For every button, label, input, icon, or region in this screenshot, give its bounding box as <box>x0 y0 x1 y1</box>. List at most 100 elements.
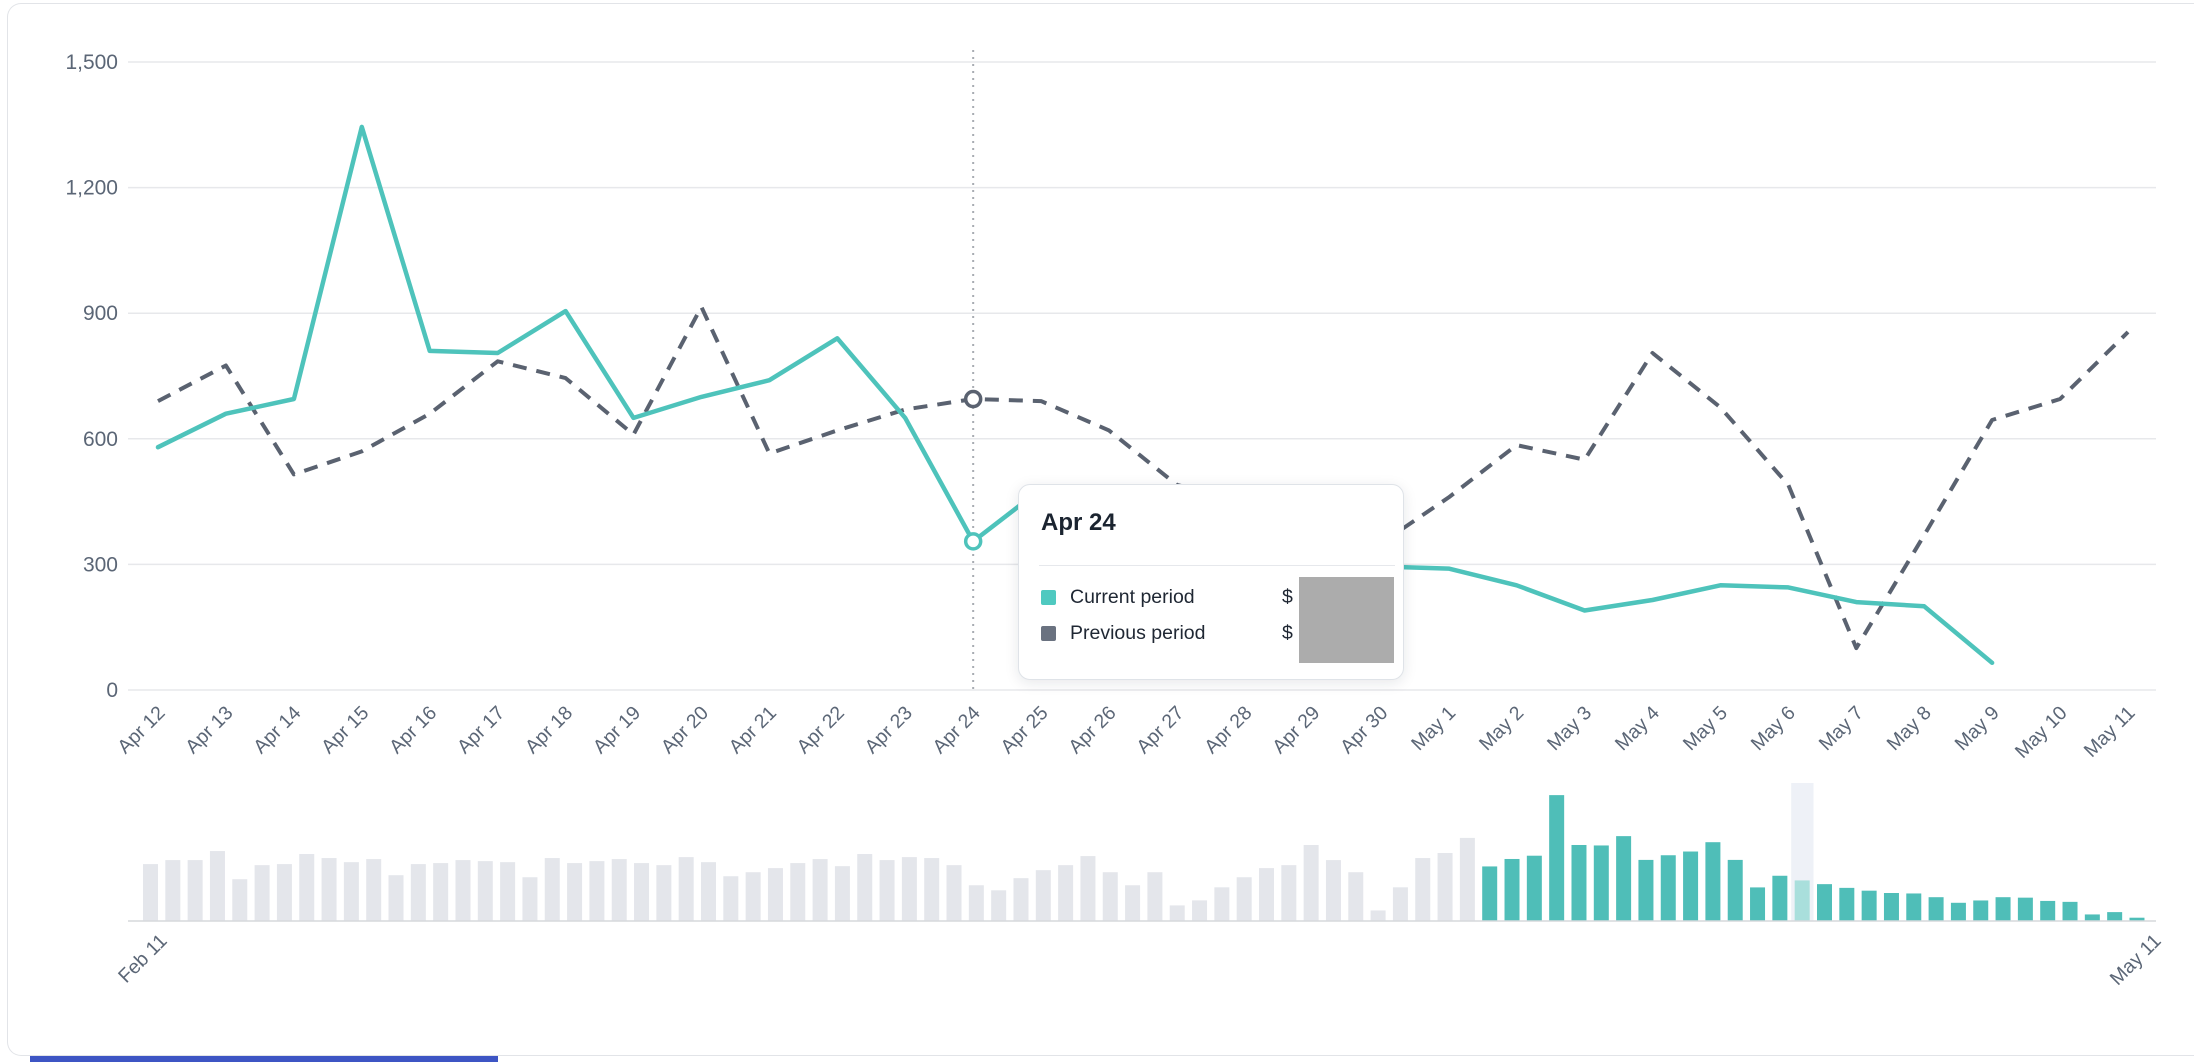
mini-bar[interactable] <box>143 864 158 921</box>
mini-bar-selected[interactable] <box>1593 845 1609 921</box>
mini-bar-selected[interactable] <box>2062 901 2078 921</box>
mini-bar[interactable] <box>1303 844 1319 921</box>
x-axis-label: Apr 26 <box>1064 702 1120 758</box>
mini-bar[interactable] <box>1058 865 1074 921</box>
mini-bar-selected[interactable] <box>1750 887 1766 921</box>
mini-bar[interactable] <box>634 863 650 921</box>
mini-bar[interactable] <box>1459 837 1475 921</box>
mini-bar[interactable] <box>834 866 850 921</box>
mini-bar[interactable] <box>857 854 873 921</box>
mini-bar-selected[interactable] <box>1504 858 1520 921</box>
mini-bar[interactable] <box>1080 856 1096 921</box>
mini-bar-selected[interactable] <box>1817 884 1832 921</box>
mini-bar-selected[interactable] <box>1906 893 1922 921</box>
mini-bar[interactable] <box>1147 872 1163 921</box>
mini-bar[interactable] <box>924 858 940 921</box>
mini-bar[interactable] <box>1013 878 1029 921</box>
mini-bar[interactable] <box>1169 905 1185 921</box>
mini-bar[interactable] <box>767 868 783 921</box>
x-axis-label: May 5 <box>1679 702 1732 755</box>
mini-bar-selected[interactable] <box>2017 897 2033 921</box>
mini-bar[interactable] <box>165 860 181 921</box>
mini-bar[interactable] <box>209 851 225 921</box>
mini-bar[interactable] <box>1392 887 1408 921</box>
mini-bar-selected[interactable] <box>1705 842 1721 921</box>
mini-bar[interactable] <box>678 857 694 921</box>
mini-bar-selected[interactable] <box>1950 902 1966 921</box>
mini-bar[interactable] <box>1035 870 1051 921</box>
mini-bar[interactable] <box>366 859 382 921</box>
x-axis-label: May 11 <box>2080 702 2140 762</box>
mini-bar-selected[interactable] <box>2084 914 2100 921</box>
x-axis-label: Apr 13 <box>181 702 237 758</box>
mini-bar[interactable] <box>790 863 806 921</box>
mini-bar[interactable] <box>1415 858 1431 921</box>
current-period-swatch <box>1041 589 1056 605</box>
tooltip-previous-label: Previous period <box>1070 621 1206 644</box>
mini-bar-selected[interactable] <box>1616 836 1632 921</box>
mini-bar[interactable] <box>343 862 359 921</box>
mini-bar[interactable] <box>567 863 583 921</box>
mini-bar-selected[interactable] <box>1973 900 1989 921</box>
mini-bar[interactable] <box>1437 853 1453 921</box>
mini-bar[interactable] <box>1281 865 1297 921</box>
mini-bar[interactable] <box>723 876 739 921</box>
mini-bar-selected[interactable] <box>1526 855 1542 921</box>
mini-bar-selected[interactable] <box>1571 844 1587 921</box>
mini-bar[interactable] <box>968 885 984 921</box>
mini-bar[interactable] <box>522 877 538 921</box>
mini-bar-selected[interactable] <box>1861 890 1877 921</box>
mini-bar[interactable] <box>1348 872 1364 921</box>
x-axis-label: May 7 <box>1815 702 1868 755</box>
mini-bar[interactable] <box>1325 860 1341 921</box>
mini-bar-selected[interactable] <box>1883 893 1899 921</box>
mini-bar-selected[interactable] <box>1772 875 1788 921</box>
mini-bar[interactable] <box>388 875 404 921</box>
mini-bar[interactable] <box>611 859 627 921</box>
mini-bar[interactable] <box>321 858 337 921</box>
mini-bar[interactable] <box>1125 885 1141 921</box>
mini-bar[interactable] <box>701 862 716 921</box>
mini-bar-selected[interactable] <box>1727 859 1743 921</box>
mini-bar[interactable] <box>187 860 203 921</box>
mini-bar[interactable] <box>477 861 493 921</box>
mini-bar-selected[interactable] <box>2129 917 2145 921</box>
mini-bar[interactable] <box>812 859 828 921</box>
mini-bar-selected[interactable] <box>1995 897 2011 921</box>
mini-bar[interactable] <box>232 879 248 921</box>
mini-bar[interactable] <box>455 860 471 921</box>
mini-bar-selected[interactable] <box>2107 912 2123 921</box>
mini-bar-selected[interactable] <box>1794 880 1810 921</box>
mini-bar[interactable] <box>1236 877 1252 921</box>
mini-bar-selected[interactable] <box>1683 851 1699 921</box>
mini-bar[interactable] <box>254 865 270 921</box>
mini-bar[interactable] <box>276 864 292 921</box>
mini-bar-selected[interactable] <box>2040 900 2056 921</box>
tooltip-row-current: Current period $ <box>1041 579 1393 615</box>
mini-bar[interactable] <box>946 865 962 921</box>
mini-bar[interactable] <box>879 860 895 921</box>
mini-bar-selected[interactable] <box>1928 897 1944 921</box>
mini-bar[interactable] <box>991 890 1007 921</box>
mini-bar-selected[interactable] <box>1660 855 1676 921</box>
mini-bar[interactable] <box>1192 900 1208 921</box>
mini-bar[interactable] <box>410 864 426 921</box>
mini-bar[interactable] <box>433 863 449 921</box>
mini-bar[interactable] <box>500 862 516 921</box>
mini-bar-selected[interactable] <box>1549 795 1565 921</box>
mini-bar[interactable] <box>901 857 917 921</box>
mini-bar[interactable] <box>1214 887 1230 921</box>
mini-bar-selected[interactable] <box>1839 887 1855 921</box>
x-axis-label: Apr 15 <box>317 702 373 758</box>
mini-bar[interactable] <box>589 861 605 921</box>
mini-bar[interactable] <box>299 854 315 921</box>
mini-bar[interactable] <box>656 865 672 921</box>
mini-bar[interactable] <box>1102 872 1118 921</box>
mini-bar[interactable] <box>745 872 761 921</box>
mini-bar[interactable] <box>544 858 560 921</box>
mini-bar-selected[interactable] <box>1482 866 1498 921</box>
mini-bar[interactable] <box>1370 910 1386 921</box>
mini-bar[interactable] <box>1259 868 1274 921</box>
mini-bar-selected[interactable] <box>1638 859 1654 921</box>
